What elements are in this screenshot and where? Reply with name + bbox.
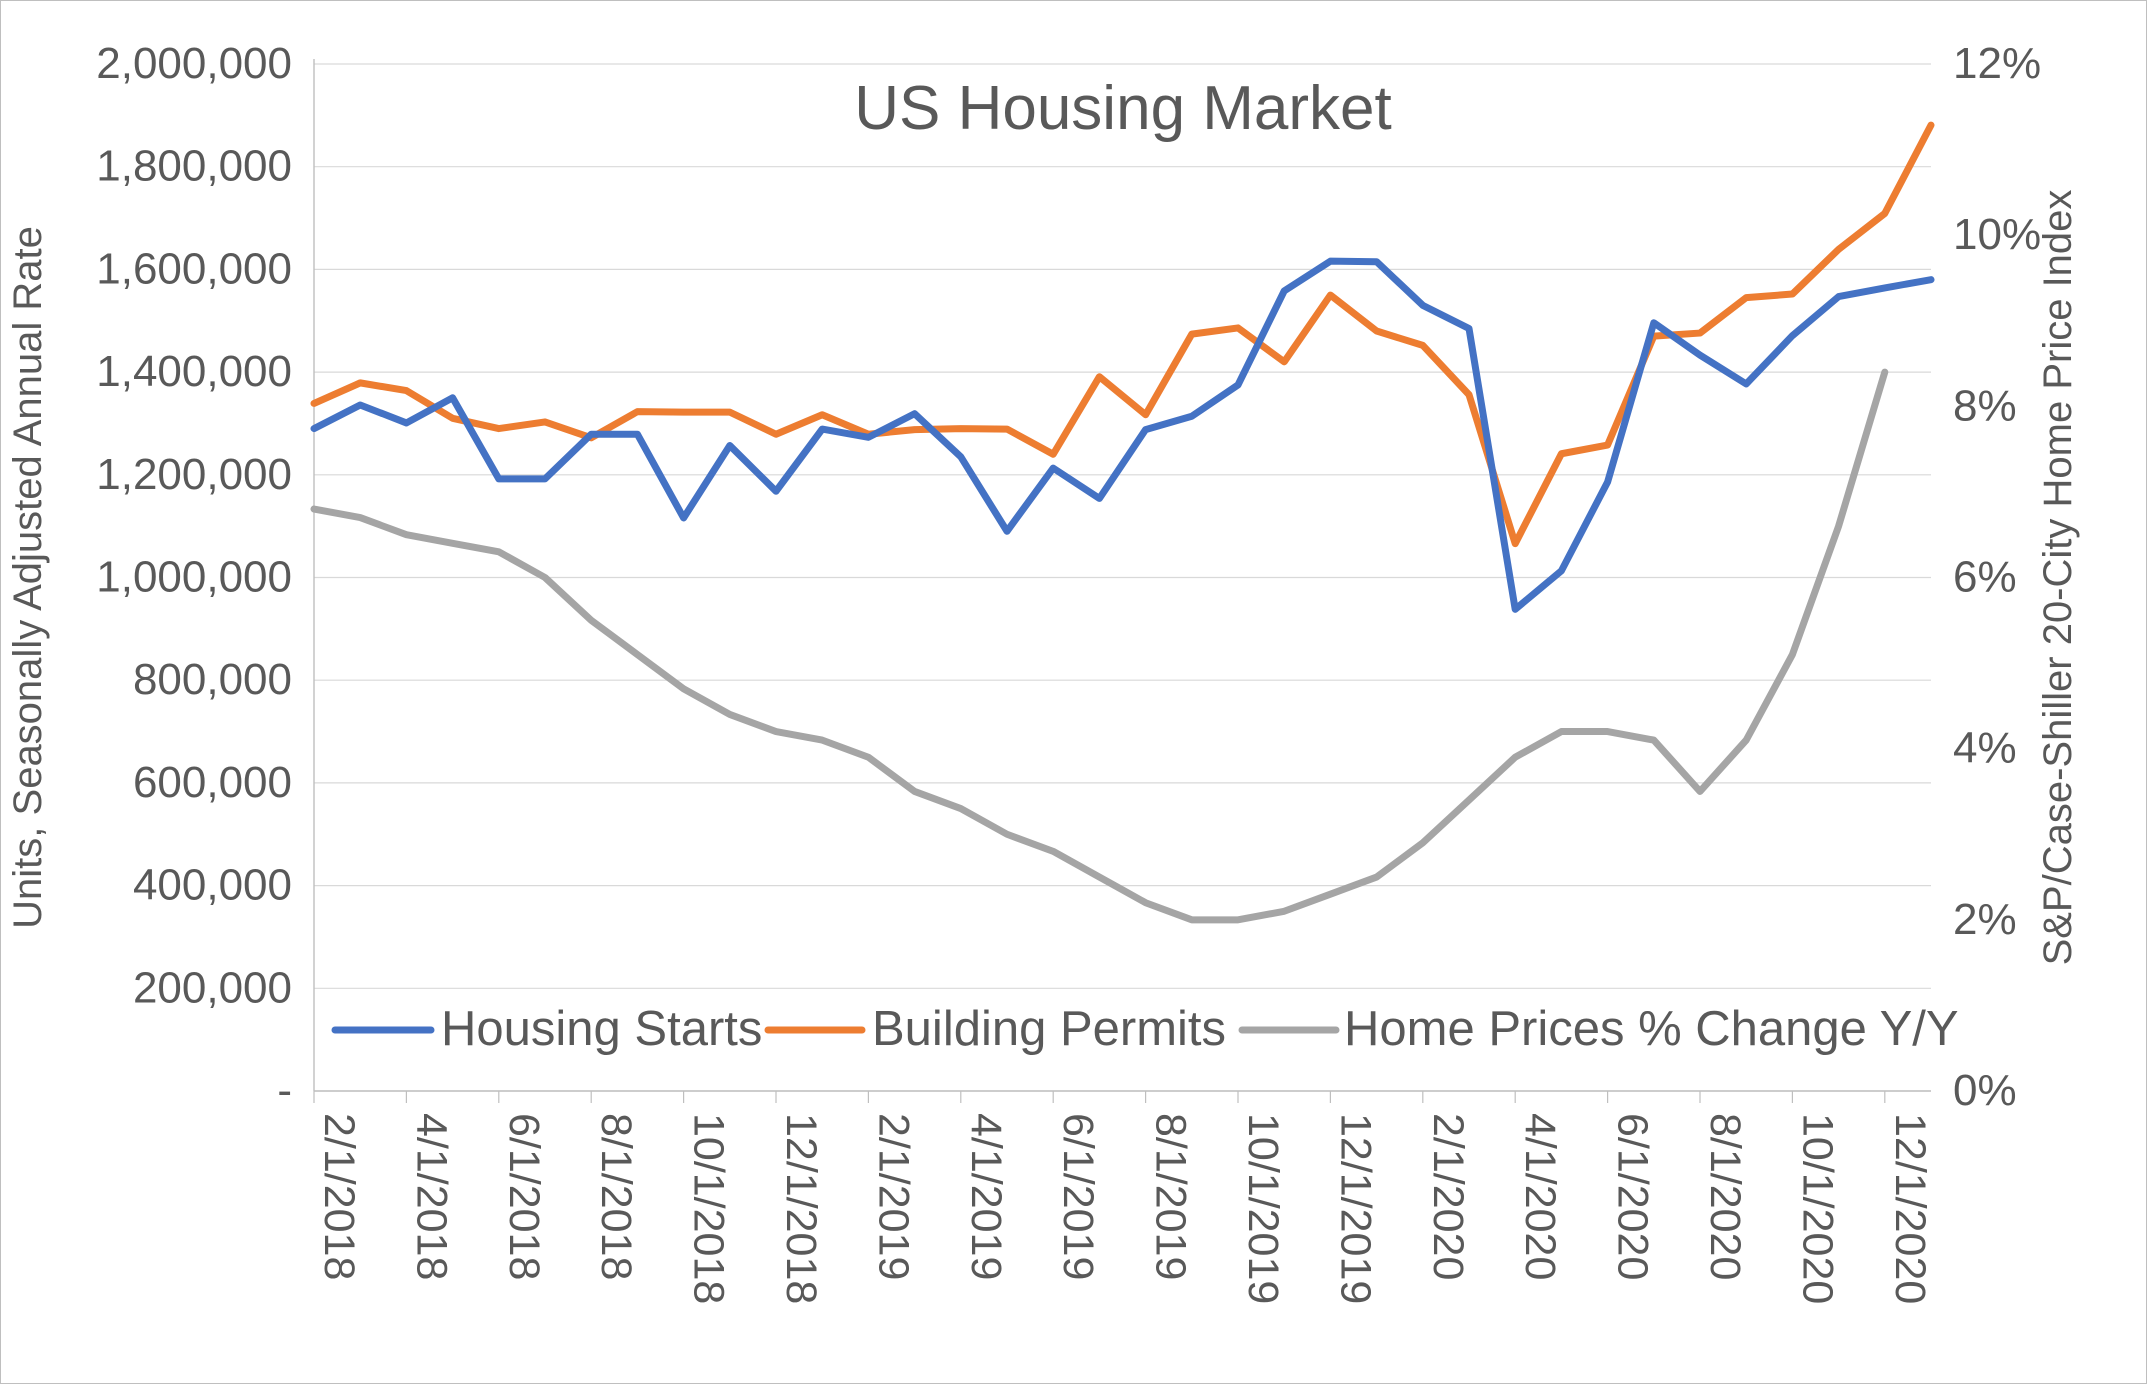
svg-text:12/1/2020: 12/1/2020: [1886, 1113, 1934, 1304]
svg-text:10%: 10%: [1953, 210, 2041, 259]
svg-text:1,800,000: 1,800,000: [96, 142, 292, 191]
svg-text:6/1/2019: 6/1/2019: [1054, 1113, 1102, 1280]
svg-text:800,000: 800,000: [133, 655, 292, 704]
svg-text:2%: 2%: [1953, 895, 2017, 944]
svg-text:600,000: 600,000: [133, 758, 292, 807]
svg-text:4%: 4%: [1953, 724, 2017, 773]
svg-text:1,000,000: 1,000,000: [96, 553, 292, 602]
svg-text:4/1/2020: 4/1/2020: [1516, 1113, 1564, 1280]
svg-text:12/1/2019: 12/1/2019: [1331, 1113, 1379, 1304]
svg-text:6%: 6%: [1953, 553, 2017, 602]
svg-text:8/1/2019: 8/1/2019: [1147, 1113, 1195, 1280]
svg-text:2/1/2020: 2/1/2020: [1424, 1113, 1472, 1280]
svg-text:12%: 12%: [1953, 39, 2041, 88]
svg-text:2/1/2019: 2/1/2019: [869, 1113, 917, 1280]
svg-text:1,400,000: 1,400,000: [96, 347, 292, 396]
svg-text:6/1/2018: 6/1/2018: [500, 1113, 548, 1280]
svg-text:8%: 8%: [1953, 381, 2017, 430]
svg-text:8/1/2020: 8/1/2020: [1701, 1113, 1749, 1280]
svg-text:1,200,000: 1,200,000: [96, 450, 292, 499]
svg-text:10/1/2020: 10/1/2020: [1793, 1113, 1841, 1304]
svg-text:6/1/2020: 6/1/2020: [1609, 1113, 1657, 1280]
svg-text:200,000: 200,000: [133, 963, 292, 1012]
svg-text:8/1/2018: 8/1/2018: [592, 1113, 640, 1280]
svg-text:-: -: [277, 1066, 292, 1115]
svg-text:S&P/Case-Shiller 20-City Home: S&P/Case-Shiller 20-City Home Price Inde…: [2036, 190, 2080, 966]
svg-text:12/1/2018: 12/1/2018: [777, 1113, 825, 1304]
svg-text:10/1/2018: 10/1/2018: [685, 1113, 733, 1304]
svg-text:10/1/2019: 10/1/2019: [1239, 1113, 1287, 1304]
svg-text:400,000: 400,000: [133, 861, 292, 910]
svg-text:US Housing Market: US Housing Market: [854, 74, 1392, 143]
svg-text:4/1/2019: 4/1/2019: [962, 1113, 1010, 1280]
svg-text:Home Prices % Change Y/Y: Home Prices % Change Y/Y: [1344, 1002, 1959, 1056]
svg-text:2,000,000: 2,000,000: [96, 39, 292, 88]
svg-text:1,600,000: 1,600,000: [96, 244, 292, 293]
svg-text:4/1/2018: 4/1/2018: [407, 1113, 455, 1280]
svg-text:Units, Seasonally Adjusted Ann: Units, Seasonally Adjusted Annual Rate: [6, 226, 50, 929]
svg-text:0%: 0%: [1953, 1066, 2017, 1115]
svg-text:2/1/2018: 2/1/2018: [315, 1113, 363, 1280]
svg-text:Building Permits: Building Permits: [872, 1002, 1226, 1056]
svg-text:Housing Starts: Housing Starts: [441, 1002, 762, 1056]
